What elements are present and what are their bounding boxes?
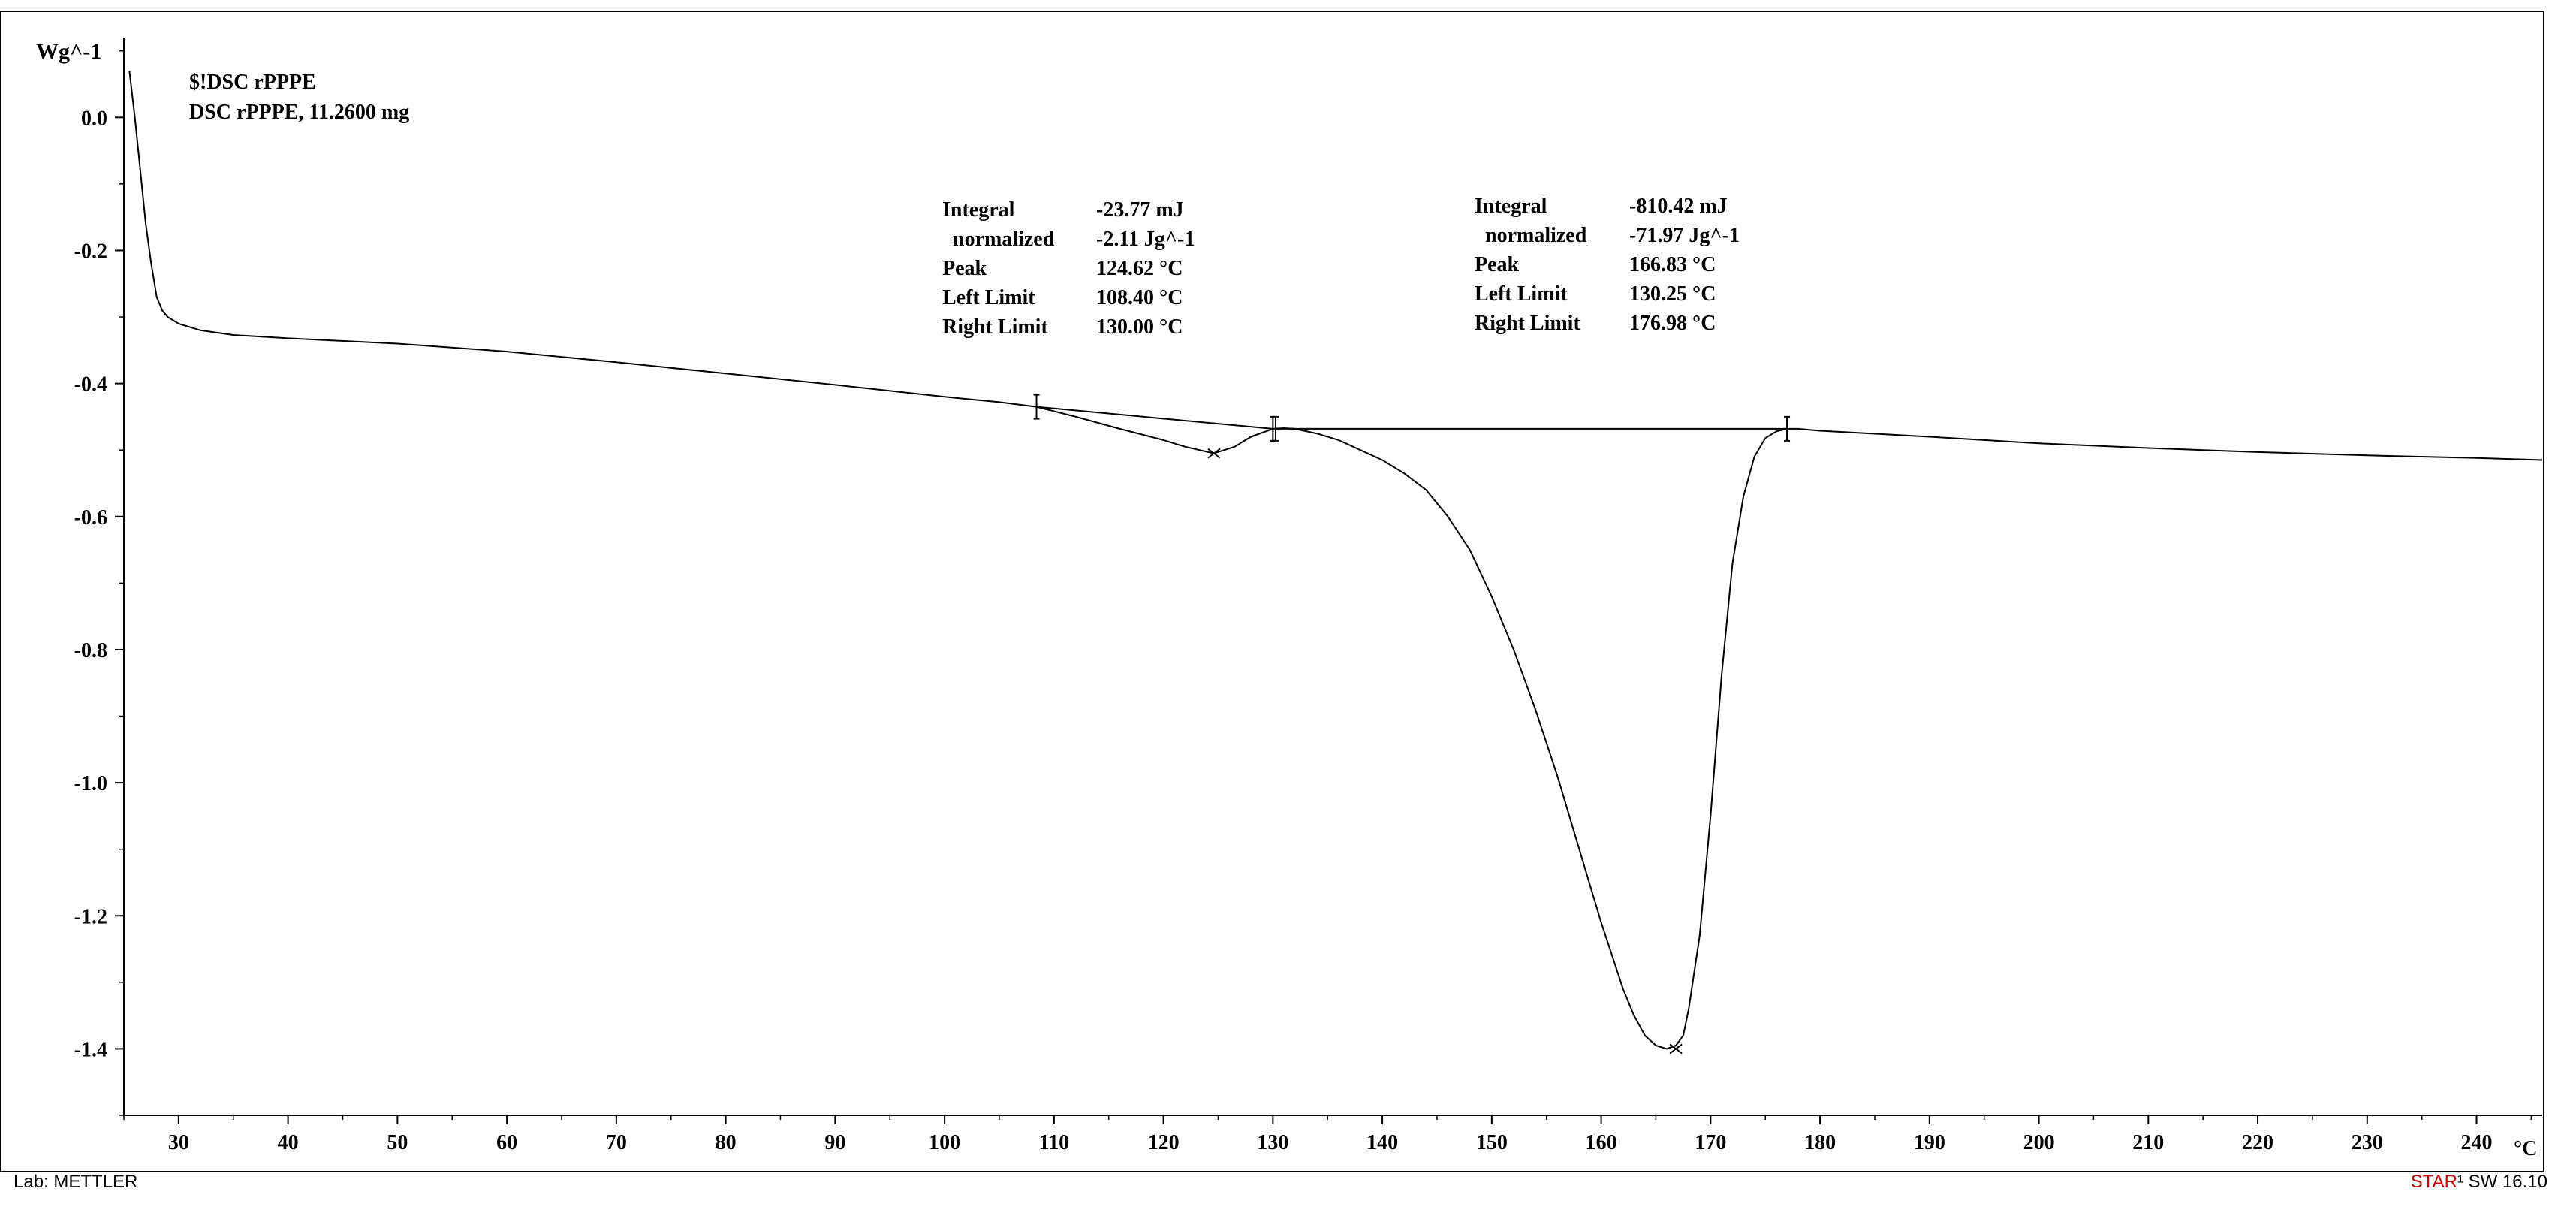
x-tick-label: 200 <box>2023 1131 2055 1154</box>
axes: 0.0 -0.2 -0.4 -0.6 -0.8 -1.0 -1.2 -1.4 30 40 50 60 7… <box>74 38 2542 1154</box>
annotation-1-row-3-label: Peak <box>942 257 987 280</box>
y-tick-label: -1.2 <box>74 905 107 928</box>
annotation-1-row-5-label: Right Limit <box>942 315 1048 339</box>
integration-baseline <box>1036 406 1273 430</box>
software-brand: STAR <box>2410 1172 2457 1192</box>
annotation-1-row-2-label: normalized <box>942 228 1055 251</box>
x-tick-label: 210 <box>2132 1131 2164 1154</box>
x-tick-label: 180 <box>1804 1131 1836 1154</box>
annotation-1-row-3-value: 124.62 °C <box>1096 257 1183 280</box>
x-tick-label: 130 <box>1257 1131 1288 1154</box>
x-tick-label: 120 <box>1148 1131 1180 1154</box>
integration-baselines <box>1036 406 1788 430</box>
annotation-1-row-2-value: -2.11 Jg^-1 <box>1096 228 1195 251</box>
annotation-1-row-4-value: 108.40 °C <box>1096 286 1183 309</box>
annotation-2-row-4-label: Left Limit <box>1475 282 1568 306</box>
y-tick-label: -0.2 <box>74 240 107 263</box>
y-axis-label: Wg^-1 <box>36 39 101 64</box>
chart-title-line1: $!DSC rPPPE <box>189 71 316 94</box>
x-tick-label: 60 <box>496 1131 517 1154</box>
y-tick-label: -1.0 <box>74 772 107 795</box>
annotation-2-row-2-label: normalized <box>1475 224 1587 247</box>
y-tick-label: -0.6 <box>74 506 107 530</box>
x-tick-label: 40 <box>278 1131 299 1154</box>
x-tick-label: 240 <box>2461 1131 2493 1154</box>
x-tick-label: 190 <box>1914 1131 1945 1154</box>
y-tick-label: -0.4 <box>74 373 107 397</box>
x-tick-label: 100 <box>929 1131 960 1154</box>
x-tick-label: 160 <box>1586 1131 1617 1154</box>
lab-label: Lab: METTLER <box>14 1172 138 1192</box>
x-tick-label: 230 <box>2352 1131 2383 1154</box>
annotation-1-row-1-value: -23.77 mJ <box>1096 198 1184 222</box>
annotation-1-row-5-value: 130.00 °C <box>1096 315 1183 339</box>
x-tick-label: 220 <box>2242 1131 2273 1154</box>
x-tick-label: 110 <box>1039 1131 1069 1154</box>
x-tick-label: 50 <box>387 1131 408 1154</box>
annotation-1-row-4-label: Left Limit <box>942 286 1035 309</box>
y-tick-label: -1.4 <box>74 1038 107 1061</box>
y-tick-label: -0.8 <box>74 639 107 662</box>
data-series <box>128 71 2543 1050</box>
annotation-2-row-1-value: -810.42 mJ <box>1629 195 1728 218</box>
software-version: ¹ SW 16.10 <box>2457 1172 2547 1192</box>
peak-marker <box>1207 448 1221 459</box>
curve-markers <box>1033 394 1791 1055</box>
annotation-block-1: Integral -23.77 mJ normalized -2.11 Jg^-… <box>942 198 1195 339</box>
annotation-2-row-2-value: -71.97 Jg^-1 <box>1629 224 1740 247</box>
x-tick-label: 150 <box>1476 1131 1508 1154</box>
annotation-2-row-4-value: 130.25 °C <box>1629 282 1716 306</box>
peak-marker <box>1669 1043 1683 1055</box>
plot-border <box>0 11 2544 1172</box>
software-version-label: STAR¹ SW 16.10 <box>2411 1172 2547 1193</box>
x-tick-label: 80 <box>716 1131 737 1154</box>
x-tick-label: 140 <box>1366 1131 1398 1154</box>
annotation-2-row-5-value: 176.98 °C <box>1629 312 1716 335</box>
annotation-1-row-1-label: Integral <box>942 198 1015 222</box>
x-tick-label: 70 <box>606 1131 627 1154</box>
annotation-2-row-3-label: Peak <box>1475 253 1520 276</box>
annotation-block-2: Integral -810.42 mJ normalized -71.97 Jg… <box>1475 195 1740 335</box>
x-axis-unit-label: °C <box>2514 1137 2537 1160</box>
chart-title-line2: DSC rPPPE, 11.2600 mg <box>189 101 409 124</box>
annotation-2-row-5-label: Right Limit <box>1475 312 1580 335</box>
annotation-2-row-1-label: Integral <box>1475 195 1547 218</box>
y-tick-label: 0.0 <box>81 107 107 130</box>
annotation-2-row-3-value: 166.83 °C <box>1629 253 1716 276</box>
x-tick-label: 170 <box>1695 1131 1726 1154</box>
dsc-curve <box>128 71 2543 1050</box>
x-tick-label: 90 <box>824 1131 845 1154</box>
x-tick-label: 30 <box>168 1131 189 1154</box>
